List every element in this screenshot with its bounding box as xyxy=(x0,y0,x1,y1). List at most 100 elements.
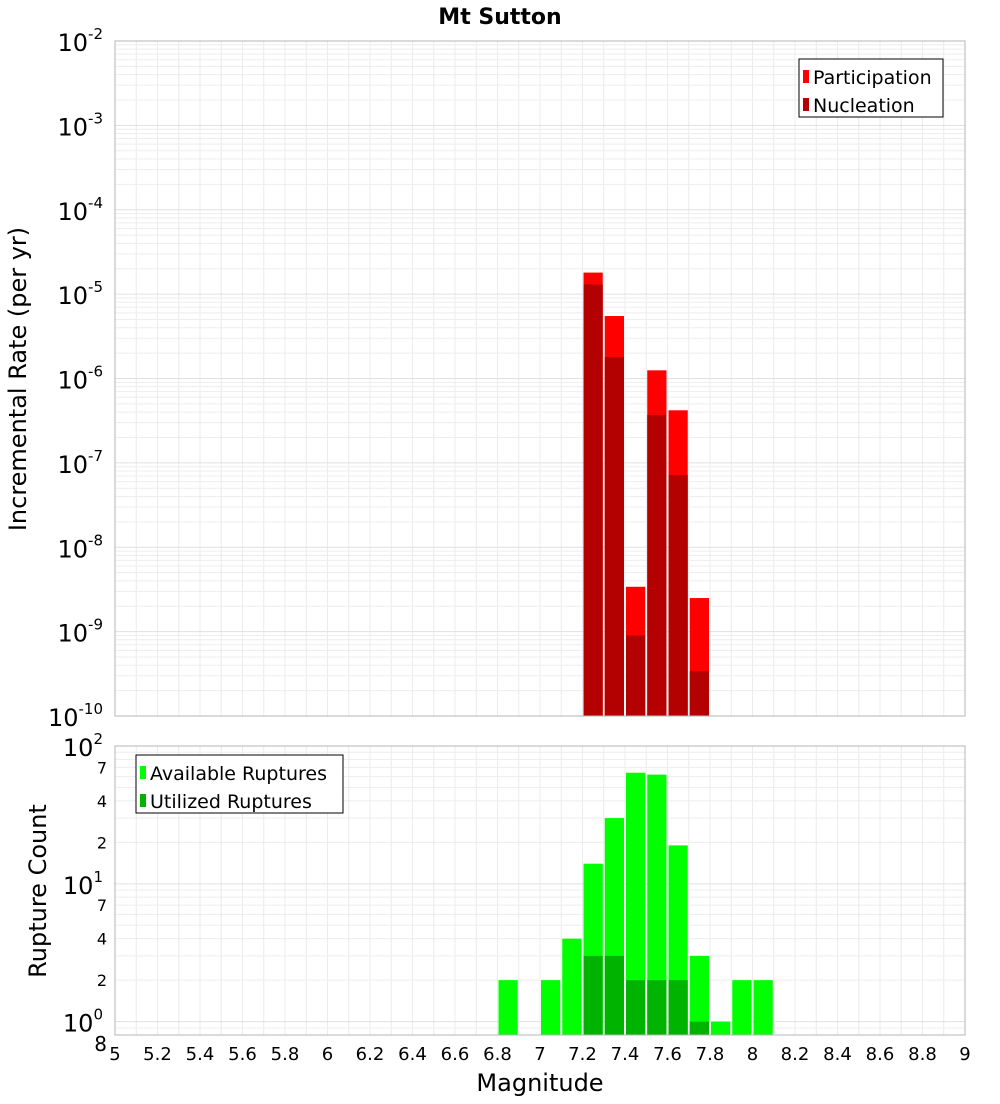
x-tick-label: 8.8 xyxy=(908,1044,937,1065)
top-y-axis-label: Incremental Rate (per yr) xyxy=(4,227,32,531)
bottom-y-tick-label-major: 102 xyxy=(63,730,103,762)
bottom-bar-utilized-ruptures xyxy=(647,980,667,1035)
top-y-tick-base: 10 xyxy=(57,535,88,563)
top-y-tick-exponent: -4 xyxy=(88,194,103,212)
bottom-bar-available-ruptures xyxy=(753,980,773,1035)
bottom-y-axis-label: Rupture Count xyxy=(24,804,52,978)
bottom-bar-available-ruptures xyxy=(711,1021,731,1035)
x-tick-label: 5.4 xyxy=(186,1044,215,1065)
bottom-plot-frame xyxy=(114,745,966,1036)
bottom-y-tick-label-minor: 4 xyxy=(97,792,107,811)
bottom-y-tick-label-major: 100 xyxy=(63,1006,103,1038)
top-bar-nucleation xyxy=(689,671,709,716)
bottom-legend-box xyxy=(135,754,344,814)
bottom-legend-swatch-available-ruptures xyxy=(140,766,146,779)
top-y-tick-base: 10 xyxy=(57,451,88,479)
bottom-y-tick-base: 10 xyxy=(63,734,94,762)
top-bar-nucleation xyxy=(668,474,688,716)
bottom-bar-available-ruptures xyxy=(562,938,582,1035)
bottom-y-tick-base: 10 xyxy=(63,872,94,900)
top-y-tick-base: 10 xyxy=(57,198,88,226)
top-y-tick-exponent: -5 xyxy=(88,278,103,296)
top-y-tick-label: 10-3 xyxy=(57,109,103,141)
bottom-bar-utilized-ruptures xyxy=(604,955,624,1035)
bottom-y-tick-label-major: 101 xyxy=(63,868,103,900)
bottom-bar-available-ruptures xyxy=(732,980,752,1035)
bottom-bar-available-ruptures xyxy=(626,772,646,1035)
x-tick-label: 7.4 xyxy=(611,1044,640,1065)
bottom-bar-available-ruptures xyxy=(647,774,667,1035)
bottom-bar-utilized-ruptures xyxy=(583,955,603,1035)
bottom-bar-available-ruptures xyxy=(498,980,518,1035)
top-y-tick-label: 10-9 xyxy=(57,616,103,648)
bottom-y-tick-exponent: 2 xyxy=(93,730,103,748)
top-y-tick-exponent: -8 xyxy=(88,531,103,549)
top-y-tick-label: 10-2 xyxy=(57,25,103,57)
x-tick-label: 5.2 xyxy=(143,1044,172,1065)
bottom-y-tick-label-minor: 2 xyxy=(97,833,107,852)
top-bar-nucleation xyxy=(647,414,667,716)
top-legend-label-nucleation: Nucleation xyxy=(813,95,915,117)
x-tick-label: 5 xyxy=(109,1044,120,1065)
top-legend-swatch-nucleation xyxy=(803,98,809,111)
x-tick-label: 7.6 xyxy=(653,1044,682,1065)
top-y-tick-base: 10 xyxy=(57,367,88,395)
x-tick-label: 8.4 xyxy=(823,1044,852,1065)
bottom-y-tick-label-minor: 8 xyxy=(94,1032,107,1056)
bottom-y-tick-base: 10 xyxy=(63,1010,94,1038)
x-tick-label: 6.8 xyxy=(483,1044,512,1065)
top-legend: Participation Nucleation xyxy=(798,58,944,118)
top-y-tick-exponent: -7 xyxy=(88,447,103,465)
top-y-tick-base: 10 xyxy=(57,620,88,648)
top-legend-swatch-participation xyxy=(803,70,809,83)
bottom-bar-utilized-ruptures xyxy=(626,980,646,1035)
bottom-y-tick-label-minor: 7 xyxy=(97,896,107,915)
top-y-tick-label: 10-6 xyxy=(57,363,103,395)
top-bars xyxy=(583,272,709,716)
x-tick-label: 7.2 xyxy=(568,1044,597,1065)
top-bar-nucleation xyxy=(583,284,603,716)
bottom-bars xyxy=(498,772,773,1035)
x-tick-label: 5.8 xyxy=(271,1044,300,1065)
x-tick-label: 6 xyxy=(322,1044,333,1065)
x-tick-label: 6.2 xyxy=(356,1044,385,1065)
x-tick-label: 6.4 xyxy=(398,1044,427,1065)
chart-title: Mt Sutton xyxy=(438,5,561,30)
top-y-tick-exponent: -3 xyxy=(88,109,103,127)
bottom-bar-available-ruptures xyxy=(541,980,561,1035)
top-y-tick-exponent: -2 xyxy=(88,25,103,43)
top-plot-frame xyxy=(114,40,966,717)
top-legend-box xyxy=(798,58,944,118)
bottom-y-tick-label-minor: 4 xyxy=(97,930,107,949)
top-grid xyxy=(115,41,965,716)
x-axis-label: Magnitude xyxy=(476,1069,603,1097)
bottom-legend-label-utilized-ruptures: Utilized Ruptures xyxy=(150,791,312,813)
top-y-tick-label: 10-7 xyxy=(57,447,103,479)
bottom-y-tick-exponent: 0 xyxy=(93,1006,103,1024)
top-y-tick-label: 10-10 xyxy=(48,700,103,732)
x-tick-label: 5.6 xyxy=(228,1044,257,1065)
bottom-bar-available-ruptures xyxy=(689,955,709,1035)
x-tick-label: 7 xyxy=(534,1044,545,1065)
top-y-tick-label: 10-8 xyxy=(57,531,103,563)
x-tick-label: 7.8 xyxy=(696,1044,725,1065)
x-tick-label: 6.6 xyxy=(441,1044,470,1065)
bottom-y-tick-label-minor: 2 xyxy=(97,971,107,990)
x-tick-label: 8.6 xyxy=(866,1044,895,1065)
top-legend-label-participation: Participation xyxy=(813,67,932,89)
top-y-tick-exponent: -6 xyxy=(88,363,103,381)
top-y-tick-label: 10-4 xyxy=(57,194,103,226)
x-tick-label: 9 xyxy=(959,1044,970,1065)
top-bar-nucleation xyxy=(604,356,624,716)
bottom-legend-label-available-ruptures: Available Ruptures xyxy=(150,763,327,785)
top-y-tick-base: 10 xyxy=(57,29,88,57)
top-y-tick-base: 10 xyxy=(57,282,88,310)
bottom-legend: Available Ruptures Utilized Ruptures xyxy=(135,754,344,814)
x-tick-label: 8 xyxy=(747,1044,758,1065)
bottom-bar-utilized-ruptures xyxy=(689,1021,709,1035)
top-bar-nucleation xyxy=(626,635,646,716)
x-tick-label: 8.2 xyxy=(781,1044,810,1065)
top-y-tick-base: 10 xyxy=(48,704,79,732)
